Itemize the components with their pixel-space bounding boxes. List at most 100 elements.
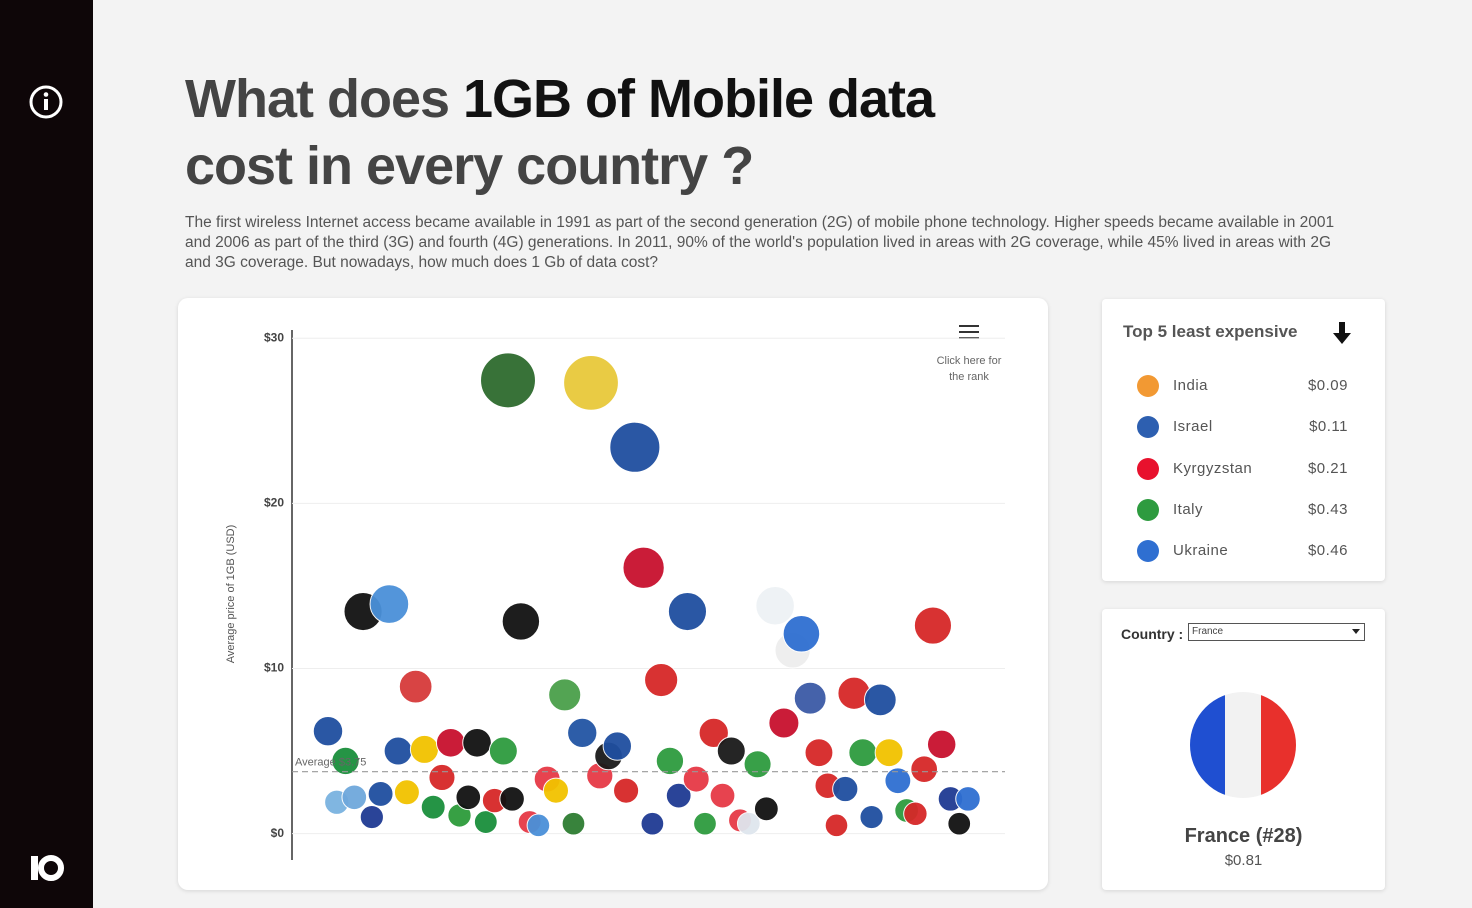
menu-icon[interactable] xyxy=(959,325,979,339)
data-point xyxy=(312,715,344,747)
data-point xyxy=(859,804,884,830)
data-point xyxy=(455,784,482,811)
data-point xyxy=(863,683,897,717)
rank-hint[interactable]: Click here for the rank xyxy=(936,355,1002,383)
data-point xyxy=(331,746,360,776)
logo[interactable] xyxy=(29,853,65,883)
average-label: Average $3.75 xyxy=(295,757,366,769)
data-point xyxy=(398,669,433,704)
data-point xyxy=(782,615,821,653)
data-point xyxy=(753,796,779,822)
data-point xyxy=(435,727,466,758)
data-point xyxy=(736,811,761,836)
rank-flag xyxy=(1137,416,1159,439)
data-point xyxy=(428,763,456,791)
rank-row[interactable]: India $0.09 xyxy=(1102,371,1385,401)
info-icon[interactable] xyxy=(28,84,64,120)
data-point xyxy=(341,784,368,811)
y-tick-label: $10 xyxy=(264,661,284,675)
data-point xyxy=(420,794,446,820)
rank-row[interactable]: Israel $0.11 xyxy=(1102,412,1385,442)
rank-flag xyxy=(1137,375,1159,397)
country-select-value: France xyxy=(1192,626,1224,637)
country-price: $0.81 xyxy=(1224,852,1263,869)
data-point xyxy=(644,662,679,698)
chart-card: Average price of 1GB (USD) $0 $10 $20 $30 Av… xyxy=(178,298,1048,890)
data-point xyxy=(665,782,692,809)
data-point xyxy=(755,585,795,626)
data-point xyxy=(804,738,834,768)
rank-price: $0.43 xyxy=(1307,500,1348,518)
country-select[interactable]: France xyxy=(1188,623,1365,641)
data-point xyxy=(561,811,586,836)
top5-panel: Top 5 least expensive India $0.09 Israel $0… xyxy=(1102,299,1385,581)
data-point xyxy=(884,767,912,795)
data-point xyxy=(409,734,439,764)
rank-price: $0.09 xyxy=(1307,377,1348,394)
rank-price: $0.46 xyxy=(1307,542,1348,560)
title-lead: What does xyxy=(185,69,464,129)
data-point xyxy=(640,811,665,836)
data-point xyxy=(716,736,746,766)
y-tick-label: $0 xyxy=(271,826,285,840)
country-heading: France (#28) xyxy=(1184,825,1303,847)
rank-country: India xyxy=(1173,377,1209,394)
select-caret xyxy=(1352,629,1360,634)
data-point xyxy=(542,777,570,804)
rank-country: Italy xyxy=(1173,500,1204,518)
title-line-1: What does 1GB of Mobile data xyxy=(185,68,935,130)
rank-country: Israel xyxy=(1173,418,1213,436)
data-point xyxy=(667,591,708,632)
sidebar xyxy=(0,0,93,908)
sort-arrow[interactable] xyxy=(1331,321,1353,345)
data-point xyxy=(473,810,498,834)
y-tick-label: $30 xyxy=(264,330,284,344)
rank-flag xyxy=(1137,540,1159,563)
y-tick-label: $20 xyxy=(264,496,284,510)
data-point xyxy=(848,738,878,768)
data-point xyxy=(768,707,800,739)
country-panel: Country : France France (#28) $0.81 xyxy=(1102,609,1385,890)
chart: Average price of 1GB (USD) $0 $10 $20 $30 Av… xyxy=(225,325,1005,860)
country-flag xyxy=(1190,692,1296,798)
title-highlight: 1GB of Mobile data xyxy=(463,69,935,129)
data-point xyxy=(369,584,410,624)
top5-title: Top 5 least expensive xyxy=(1123,322,1298,341)
data-point xyxy=(501,602,541,641)
data-point xyxy=(955,786,981,812)
data-point xyxy=(367,781,394,807)
rank-row[interactable]: Kyrgyzstan $0.21 xyxy=(1102,454,1385,484)
data-point xyxy=(393,779,420,806)
data-point xyxy=(488,736,518,766)
data-point xyxy=(793,681,827,715)
data-point xyxy=(526,813,551,838)
data-point xyxy=(824,813,849,838)
title-line-2: cost in every country ? xyxy=(185,136,754,196)
description: The first wireless Internet access becam… xyxy=(185,214,1335,271)
data-point xyxy=(910,755,939,784)
data-point xyxy=(609,421,661,473)
data-point xyxy=(655,746,685,776)
data-point xyxy=(926,729,957,760)
data-point xyxy=(383,736,413,766)
data-point xyxy=(682,765,710,793)
data-point xyxy=(563,354,619,411)
country-label: Country : xyxy=(1121,626,1184,642)
data-point xyxy=(874,738,904,768)
rank-row[interactable]: Italy $0.43 xyxy=(1102,495,1385,525)
rank-row[interactable]: Ukraine $0.46 xyxy=(1102,536,1385,566)
data-point xyxy=(548,678,582,712)
rank-flag xyxy=(1137,457,1159,480)
data-point xyxy=(743,750,772,779)
data-point xyxy=(359,804,384,830)
rank-price: $0.21 xyxy=(1307,459,1348,477)
rank-country: Kyrgyzstan xyxy=(1173,459,1253,477)
data-point xyxy=(693,811,717,836)
data-point xyxy=(709,782,736,809)
data-point xyxy=(698,717,729,749)
data-point xyxy=(602,731,632,761)
rank-price: $0.11 xyxy=(1309,418,1348,436)
data-point xyxy=(913,606,952,645)
rank-flag xyxy=(1137,498,1159,521)
